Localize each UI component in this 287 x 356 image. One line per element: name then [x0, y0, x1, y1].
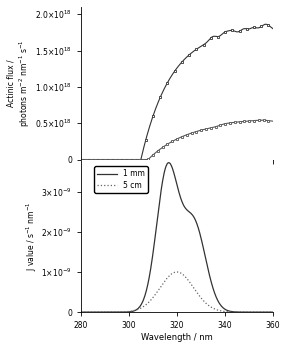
X-axis label: Wavelength / nm: Wavelength / nm [141, 333, 213, 342]
Y-axis label: J value / s$^{-1}$ nm$^{-1}$: J value / s$^{-1}$ nm$^{-1}$ [24, 201, 39, 271]
Legend: 1 mm, 5 cm: 1 mm, 5 cm [94, 166, 148, 193]
Y-axis label: Actinic flux /
photons m$^{-2}$ nm$^{-1}$ s$^{-1}$: Actinic flux / photons m$^{-2}$ nm$^{-1}… [7, 40, 32, 127]
